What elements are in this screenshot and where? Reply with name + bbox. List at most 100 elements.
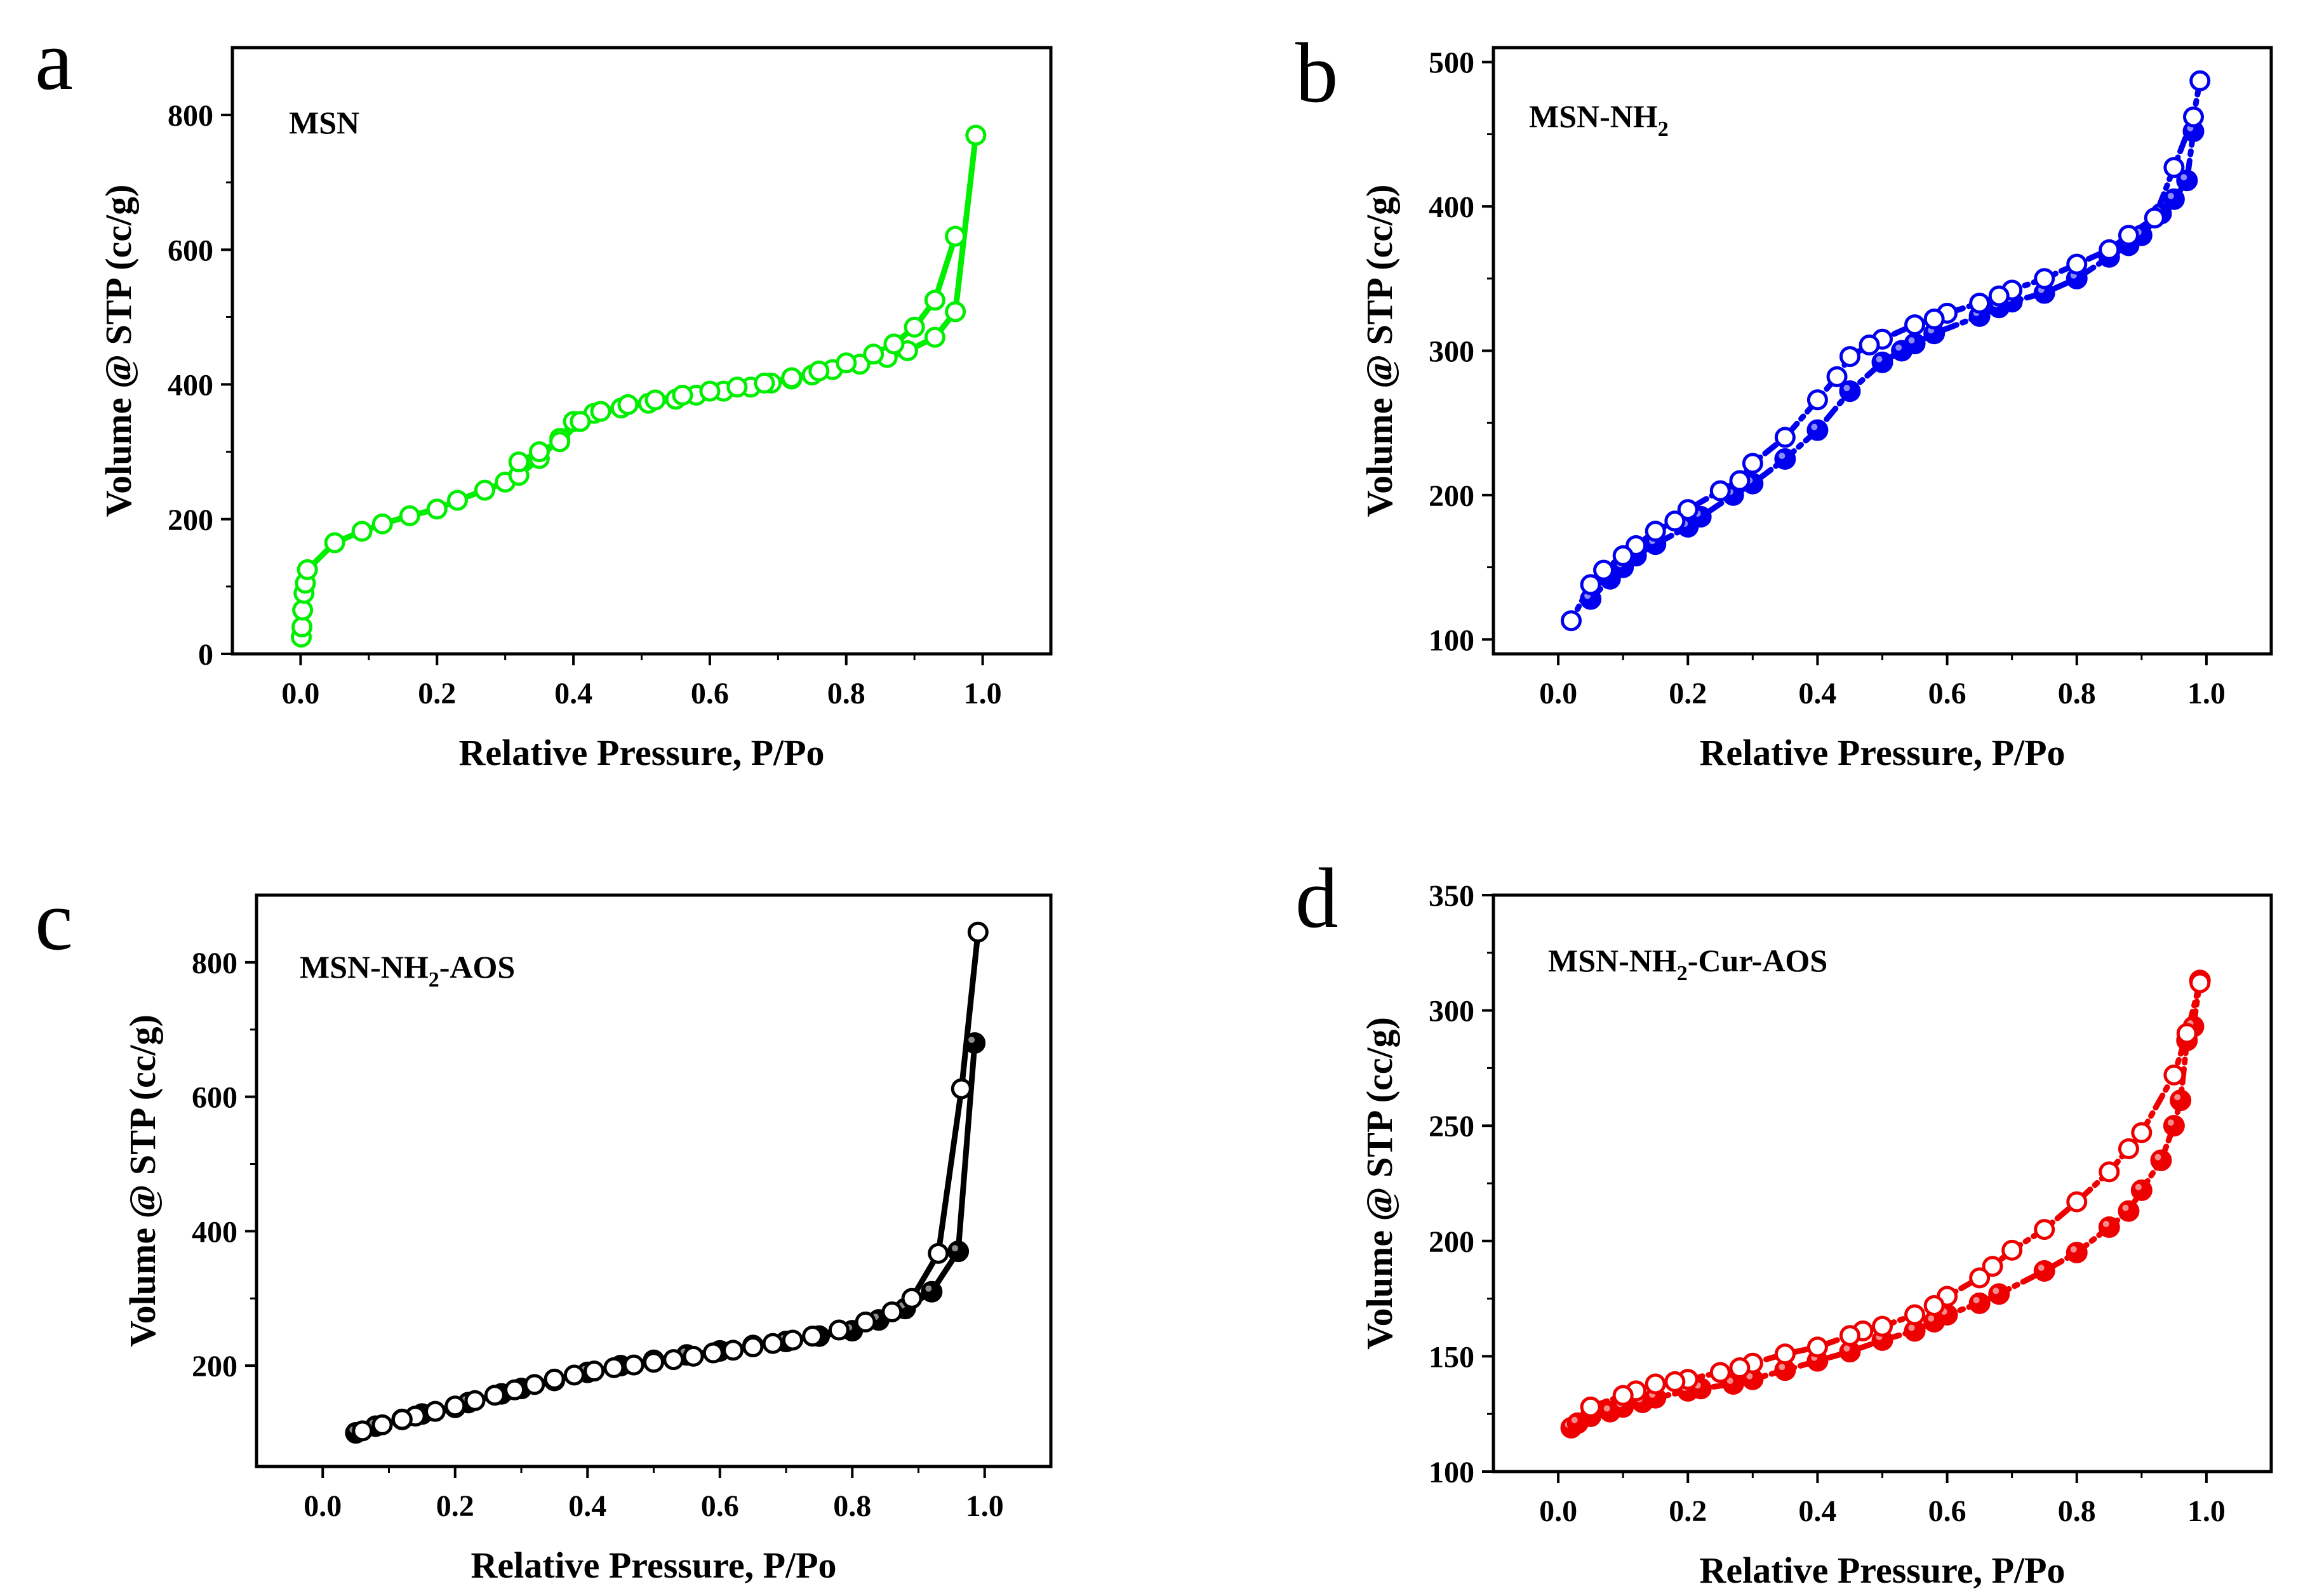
data-point-highlight	[1746, 1373, 1753, 1380]
data-point-highlight	[2154, 1154, 2161, 1160]
data-point-desorption	[1612, 545, 1634, 566]
data-point-desorption	[444, 1395, 466, 1417]
data-point-adsorption	[2150, 1149, 2172, 1171]
data-point-desorption	[2131, 1122, 2153, 1143]
data-point-desorption	[1729, 1357, 1751, 1379]
data-point-highlight	[2102, 1221, 2109, 1228]
data-point-desorption	[2034, 268, 2055, 289]
data-point-desorption	[1969, 292, 1991, 314]
data-point-desorption	[1580, 1396, 1601, 1418]
y-tick-label: 200	[192, 1350, 237, 1383]
x-tick-label: 0.6	[1928, 1494, 1966, 1528]
data-point-highlight	[952, 1245, 959, 1252]
data-point-desorption	[836, 352, 857, 374]
data-point-desorption	[1593, 559, 1615, 581]
panel-a: 0.0 0.2 0.4 0.6 0.8 1.0 0 200 400 600 800 Relative …	[35, 13, 1053, 773]
y-axis-title: Volume @ STP (cc/g)	[1359, 185, 1400, 517]
series-line-adsorption	[298, 132, 979, 640]
x-tick-label: 0.0	[281, 677, 319, 710]
y-tick-label: 600	[192, 1081, 237, 1115]
data-point-desorption	[2118, 1138, 2139, 1160]
data-point-highlight	[1603, 1405, 1610, 1412]
data-point-highlight	[2167, 1119, 2174, 1126]
plot-frame	[1492, 893, 2273, 1473]
data-point-desorption	[549, 431, 571, 453]
data-point-desorption	[504, 1379, 526, 1400]
series-line-adsorption	[1568, 977, 2203, 1431]
y-tick-label: 500	[1429, 46, 1474, 80]
data-point-highlight	[925, 1285, 932, 1292]
y-tick-label: 400	[168, 369, 213, 402]
data-point-desorption	[2118, 225, 2139, 246]
data-point-desorption	[590, 401, 611, 422]
data-point-desorption	[1677, 499, 1699, 521]
data-point-adsorption	[947, 1240, 970, 1263]
data-point-adsorption	[1806, 419, 1829, 441]
data-point-desorption	[2099, 1161, 2120, 1183]
data-point-desorption	[524, 1374, 545, 1395]
y-axis-title: Volume @ STP (cc/g)	[1359, 1017, 1400, 1350]
x-axis-title: Relative Pressure, P/Po	[1699, 1550, 2065, 1591]
series-line-adsorption	[352, 1040, 978, 1436]
data-point-adsorption	[2033, 1260, 2055, 1282]
data-point-desorption	[570, 411, 591, 432]
data-point-adsorption	[297, 559, 318, 580]
y-tick-label: 600	[168, 234, 213, 267]
data-point-desorption	[2189, 972, 2211, 994]
data-point-desorption	[584, 1360, 605, 1382]
data-point-desorption	[2163, 1064, 2185, 1086]
data-point-adsorption	[2163, 1115, 2185, 1137]
data-point-desorption	[1561, 610, 1582, 632]
data-point-desorption	[1709, 480, 1731, 502]
data-point-desorption	[742, 1336, 764, 1358]
data-point-desorption	[1839, 346, 1860, 368]
x-tick-label: 0.8	[833, 1489, 871, 1523]
data-point-desorption	[2034, 1219, 2055, 1240]
data-point-desorption	[484, 1385, 505, 1406]
x-tick-label: 1.0	[964, 677, 1002, 710]
data-point-adsorption	[945, 301, 966, 323]
data-point-desorption	[808, 360, 830, 382]
data-point-adsorption	[964, 1032, 986, 1054]
y-tick-label: 400	[192, 1215, 237, 1249]
y-tick-label: 250	[1429, 1110, 1474, 1143]
data-point-adsorption	[2163, 188, 2185, 210]
data-point-highlight	[1876, 356, 1883, 362]
panel-letter: c	[35, 874, 73, 968]
data-point-desorption	[623, 1354, 644, 1376]
data-point-highlight	[968, 1036, 975, 1043]
data-point-desorption	[1839, 1325, 1860, 1347]
data-point-desorption	[2066, 253, 2088, 275]
data-point-desorption	[726, 376, 748, 398]
x-axis-title: Relative Pressure, P/Po	[458, 732, 824, 773]
series-line-desorption	[1587, 980, 2203, 1410]
plot-area	[1560, 969, 2211, 1439]
sample-label: MSN-NH2	[1529, 98, 1669, 141]
data-point-desorption	[563, 1364, 585, 1386]
data-point-desorption	[781, 367, 803, 389]
y-tick-label: 200	[1429, 479, 1474, 513]
data-point-desorption	[391, 1409, 413, 1430]
x-axis-title: Relative Pressure, P/Po	[1699, 732, 2065, 773]
y-tick-label: 100	[1429, 623, 1474, 657]
data-point-highlight	[1843, 1345, 1850, 1352]
data-point-desorption	[663, 1349, 684, 1371]
data-point-desorption	[901, 1287, 923, 1309]
data-point-desorption	[544, 1368, 565, 1390]
data-point-adsorption	[292, 599, 314, 621]
data-point-adsorption	[2118, 1200, 2140, 1222]
x-axis-title: Relative Pressure, P/Po	[471, 1545, 836, 1586]
data-point-desorption	[951, 1078, 972, 1100]
x-tick-label: 0.8	[2058, 1494, 2096, 1528]
data-point-desorption	[1923, 308, 1945, 329]
data-point-desorption	[352, 1420, 373, 1442]
x-tick-label: 0.2	[1669, 1494, 1707, 1528]
data-point-desorption	[754, 372, 775, 394]
y-tick-label: 350	[1429, 879, 1474, 913]
data-point-desorption	[802, 1326, 824, 1347]
data-point-highlight	[1993, 1287, 1999, 1294]
data-point-adsorption	[2098, 1216, 2120, 1239]
data-point-highlight	[2038, 1265, 2045, 1272]
x-tick-label: 0.0	[1539, 1494, 1577, 1528]
